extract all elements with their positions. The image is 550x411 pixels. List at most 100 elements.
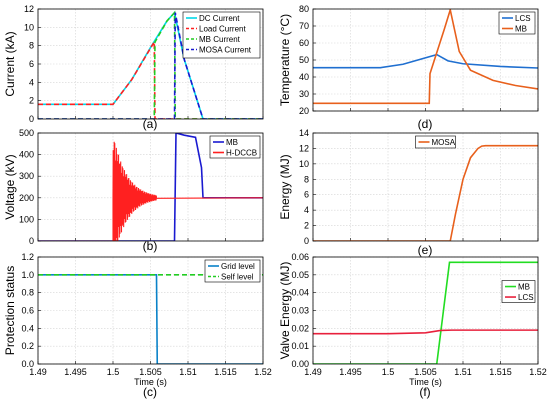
y-tick-label: 0	[29, 114, 34, 124]
y-tick-label: 0.6	[21, 306, 34, 316]
y-tick-label: 0.2	[21, 341, 34, 351]
y-tick-label: 8	[304, 174, 309, 184]
panel-label: (d)	[418, 117, 433, 131]
y-tick-label: 0.06	[291, 252, 309, 262]
y-axis-label: Current (kA)	[3, 31, 17, 96]
y-tick-label: 40	[299, 72, 309, 82]
legend-label: MOSA	[432, 138, 456, 147]
y-tick-label: 30	[299, 89, 309, 99]
legend-label: MB	[515, 25, 527, 34]
series-line-mb	[313, 9, 538, 105]
legend-label: MOSA Current	[199, 46, 252, 55]
axes-frame	[37, 256, 264, 365]
series-group	[38, 10, 263, 119]
y-axis-label: Valve Energy (MJ)	[278, 262, 292, 360]
y-tick-label: 60	[299, 38, 309, 48]
legend-label: MB	[226, 138, 238, 147]
legend-label: Grid level	[221, 262, 255, 271]
x-tick-label: 1.505	[139, 367, 162, 377]
x-tick-label: 1.51	[179, 367, 197, 377]
series-line-h-dccb	[38, 141, 263, 241]
y-tick-label: 80	[299, 4, 309, 14]
legend: MOSA	[415, 135, 456, 149]
y-tick-label: 0	[304, 236, 309, 246]
y-tick-label: 1.0	[21, 270, 34, 280]
y-tick-label: 20	[299, 106, 309, 116]
y-tick-label: 1.2	[21, 252, 34, 262]
y-axis-label: Temperature (°C)	[278, 14, 292, 106]
series-group	[38, 133, 263, 241]
y-tick-label: 0.00	[291, 359, 309, 369]
panel-label: (e)	[418, 243, 433, 257]
x-tick-label: 1.5	[382, 367, 395, 377]
y-tick-label: 200	[19, 193, 34, 203]
y-tick-label: 12	[299, 143, 309, 153]
x-tick-label: 1.5	[107, 367, 120, 377]
y-tick-label: 2	[304, 221, 309, 231]
legend: LCS MB	[498, 11, 536, 35]
x-axis-label: Time (s)	[409, 377, 442, 387]
legend-label: MB	[518, 283, 530, 292]
y-tick-label: 0.4	[21, 323, 34, 333]
y-tick-label: 10	[299, 159, 309, 169]
y-tick-label: 50	[299, 55, 309, 65]
series-line-mosa-current	[38, 12, 263, 119]
y-tick-label: 4	[29, 77, 34, 87]
series-group	[313, 9, 538, 105]
x-tick-label: 1.52	[254, 367, 272, 377]
legend-box	[182, 11, 261, 59]
y-tick-label: 6	[29, 59, 34, 69]
panel-label: (b)	[143, 239, 158, 253]
x-tick-label: 1.515	[214, 367, 237, 377]
axes-frame	[312, 256, 539, 365]
y-tick-label: 500	[19, 128, 34, 138]
chart-panel-1: 0 2 4 6 8 10 12 Current (kA) (a) DC Current Load C…	[3, 4, 264, 131]
chart-panel-3: 0.0 0.2 0.4 0.6 0.8 1.0 1.2 1.49 1.495 1.5 1.505 1.…	[3, 252, 272, 399]
y-axis-label: Voltage (kV)	[3, 154, 17, 219]
axes-frame	[37, 8, 264, 120]
y-tick-label: 12	[24, 4, 34, 14]
panel-label: (c)	[143, 385, 157, 399]
y-tick-label: 0.01	[291, 341, 309, 351]
y-tick-label: 0.0	[21, 359, 34, 369]
legend-label: Self level	[221, 273, 254, 282]
x-tick-label: 1.505	[414, 367, 437, 377]
chart-panel-5: 0 2 4 6 8 10 12 14 Energy (MJ) (e) MOSA	[278, 128, 539, 257]
y-tick-label: 14	[299, 128, 309, 138]
y-axis-label: Protection status	[3, 266, 17, 355]
x-tick-label: 1.495	[339, 367, 362, 377]
y-tick-label: 400	[19, 150, 34, 160]
legend-label: LCS	[518, 293, 534, 302]
y-tick-label: 10	[24, 22, 34, 32]
chart-panel-4: 20 30 40 50 60 70 80 Temperature (°C) (d) LCS MB	[278, 4, 539, 131]
y-tick-label: 0.05	[291, 270, 309, 280]
y-axis-label: Energy (MJ)	[278, 154, 292, 219]
panel-label: (a)	[143, 117, 158, 131]
y-tick-label: 6	[304, 190, 309, 200]
legend-label: DC Current	[199, 14, 240, 23]
legend-label: H-DCCB	[226, 149, 257, 158]
axes-frame	[312, 132, 539, 242]
axes-frame	[37, 132, 264, 242]
series-line-mb-current	[38, 10, 263, 119]
y-tick-label: 100	[19, 214, 34, 224]
legend-label: Load Current	[199, 25, 246, 34]
legend-label: MB Current	[199, 35, 241, 44]
x-tick-label: 1.515	[489, 367, 512, 377]
y-tick-label: 0.02	[291, 323, 309, 333]
y-tick-label: 300	[19, 171, 34, 181]
y-tick-label: 70	[299, 21, 309, 31]
series-line-lcs	[313, 53, 538, 69]
panel-label: (f)	[419, 385, 430, 399]
series-line-mb	[313, 261, 538, 364]
x-tick-label: 1.52	[529, 367, 547, 377]
series-group	[313, 144, 538, 241]
y-tick-label: 0	[29, 236, 34, 246]
x-axis-label: Time (s)	[134, 377, 167, 387]
x-tick-label: 1.49	[29, 367, 47, 377]
y-tick-label: 4	[304, 205, 309, 215]
x-tick-label: 1.49	[304, 367, 322, 377]
